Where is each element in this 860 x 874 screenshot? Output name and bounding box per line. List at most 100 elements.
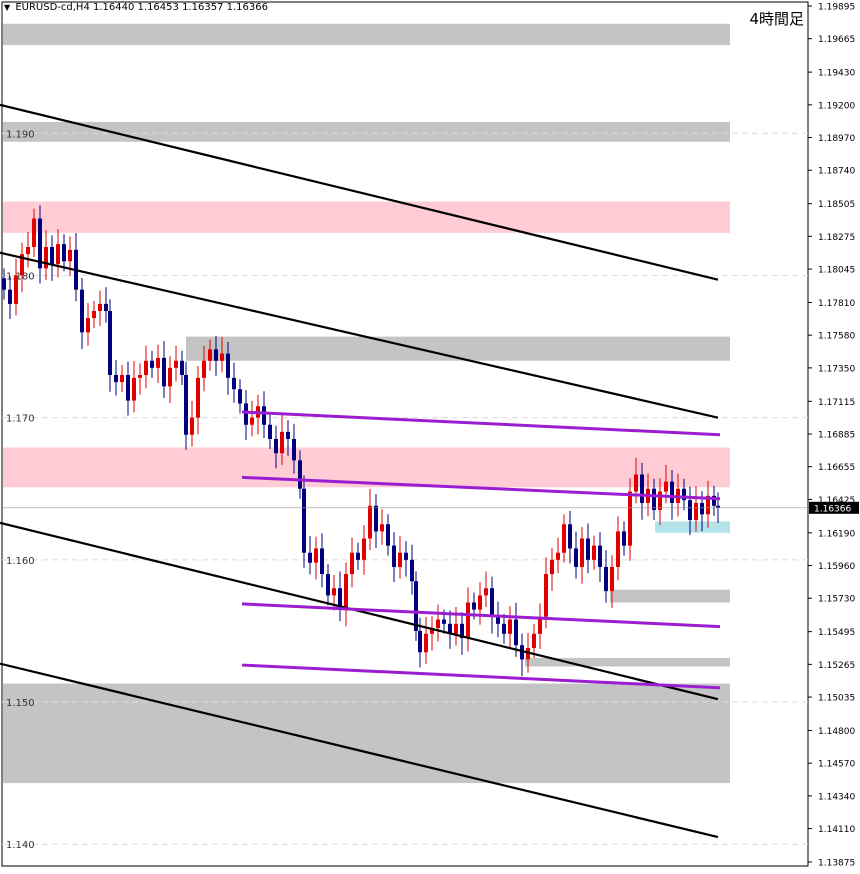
symbol-label: EURUSD-cd,H4 (15, 2, 90, 13)
candle-body-81 (478, 595, 482, 610)
candle-body-24 (144, 360, 148, 375)
candle-body-84 (496, 616, 500, 624)
zone-neutral-0 (3, 23, 730, 46)
y-tick-label-10: 1.17580 (818, 332, 855, 342)
candle-body-87 (514, 619, 518, 646)
candle-body-0 (2, 278, 6, 290)
candle-body-82 (484, 588, 488, 596)
candle-body-19 (114, 374, 118, 383)
candle-body-111 (658, 491, 662, 511)
level-label-4: 1.150 (6, 698, 35, 709)
candle-body-46 (274, 438, 278, 454)
candle-body-50 (298, 460, 302, 489)
candle-body-7 (44, 247, 48, 269)
candle-body-37 (220, 353, 224, 361)
candle-body-38 (226, 353, 230, 378)
candle-body-40 (238, 389, 242, 404)
level-label-5: 1.140 (6, 840, 35, 851)
y-tick-label-6: 1.18505 (818, 200, 855, 210)
candle-body-29 (174, 360, 178, 368)
candle-body-52 (308, 552, 312, 563)
candle-body-70 (414, 581, 418, 631)
candle-body-71 (418, 630, 422, 653)
candle-body-83 (490, 588, 494, 617)
zone-support-5 (655, 521, 730, 533)
candle-body-106 (628, 491, 632, 546)
candle-body-80 (472, 602, 476, 610)
y-tick-label-14: 1.16655 (818, 463, 855, 473)
candle-body-57 (338, 588, 342, 610)
candle-body-44 (262, 406, 266, 425)
candle-body-60 (356, 552, 360, 560)
candle-body-18 (108, 311, 112, 375)
candle-body-92 (544, 574, 548, 617)
candle-body-62 (368, 505, 372, 539)
candle-body-27 (162, 357, 166, 387)
y-tick-label-21: 1.15035 (818, 694, 855, 704)
candle-body-20 (120, 374, 124, 383)
y-tick-label-1: 1.19665 (818, 35, 855, 45)
candle-body-51 (302, 488, 306, 553)
y-tick-label-26: 1.13875 (818, 859, 855, 869)
candle-body-31 (184, 374, 188, 435)
zone-resistance-2 (3, 201, 730, 233)
candle-body-41 (244, 403, 248, 425)
candle-body-33 (196, 377, 200, 418)
candle-body-21 (126, 374, 130, 401)
dropdown-triangle-icon[interactable]: ▼ (4, 3, 11, 12)
candle-body-61 (362, 538, 366, 560)
level-label-0: 1.190 (6, 129, 35, 140)
symbol-header: ▼ EURUSD-cd,H4 1.16440 1.16453 1.16357 1… (4, 2, 268, 13)
candle-body-32 (190, 417, 194, 435)
candle-body-54 (320, 548, 324, 575)
candle-body-79 (466, 602, 470, 639)
y-tick-label-3: 1.19200 (818, 101, 855, 111)
candle-body-76 (448, 623, 452, 634)
candle-body-36 (214, 349, 218, 361)
candle-body-108 (640, 474, 644, 503)
candle-body-49 (292, 438, 296, 461)
candle-body-99 (586, 538, 590, 560)
candle-body-113 (670, 481, 674, 503)
candle-body-103 (610, 566, 614, 592)
candle-body-22 (132, 377, 136, 401)
zone-neutral-1 (3, 121, 730, 142)
candle-body-85 (502, 623, 506, 634)
level-label-3: 1.160 (6, 556, 35, 567)
candle-body-94 (556, 552, 560, 560)
candle-body-66 (392, 545, 396, 567)
candle-body-13 (80, 289, 84, 333)
level-label-1: 1.180 (6, 271, 35, 282)
candle-body-5 (32, 218, 36, 248)
candle-body-34 (202, 360, 206, 378)
current-price-box (809, 501, 859, 514)
candle-body-112 (664, 481, 668, 492)
candle-body-42 (250, 417, 254, 425)
candle-body-93 (550, 559, 554, 575)
candle-body-10 (62, 244, 66, 262)
y-tick-label-11: 1.17350 (818, 364, 855, 374)
candle-body-100 (592, 545, 596, 560)
candle-body-119 (706, 495, 710, 515)
candle-body-65 (386, 524, 390, 546)
ohlc-values: 1.16440 1.16453 1.16357 1.16366 (93, 2, 268, 13)
candle-body-23 (138, 374, 142, 378)
channel-line-black-0 (0, 103, 719, 281)
candle-body-16 (98, 303, 102, 312)
y-tick-label-20: 1.15265 (818, 661, 855, 671)
candle-body-9 (56, 244, 60, 265)
y-tick-label-15: 1.16425 (818, 496, 855, 506)
candle-body-78 (460, 623, 464, 639)
candle-body-6 (38, 218, 42, 269)
candle-body-55 (326, 574, 330, 596)
channel-line-black-3 (0, 662, 719, 839)
candle-body-69 (410, 559, 414, 582)
candle-body-117 (694, 502, 698, 521)
candle-body-107 (634, 474, 638, 492)
candle-body-118 (700, 502, 704, 515)
y-tick-label-16: 1.16190 (818, 529, 855, 539)
candle-body-17 (104, 303, 108, 312)
candle-body-25 (150, 360, 154, 368)
channel-line-purple-4 (241, 410, 721, 437)
